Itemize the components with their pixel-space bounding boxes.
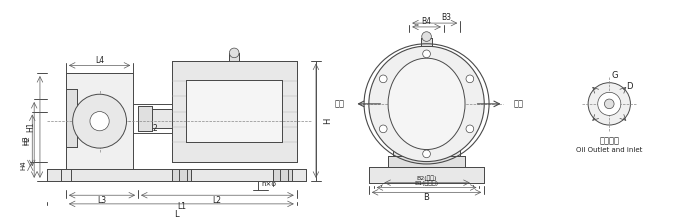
Circle shape (90, 112, 109, 131)
Text: H1: H1 (26, 122, 35, 132)
Bar (369, 167, 484, 183)
Bar (393, 141, 460, 156)
Text: 出口: 出口 (335, 99, 345, 108)
Ellipse shape (388, 58, 465, 150)
Text: 进出油口: 进出油口 (599, 136, 619, 145)
Text: 2: 2 (153, 124, 158, 133)
Bar (66, 89, 78, 147)
Text: n×φ: n×φ (261, 181, 276, 187)
Bar (186, 80, 282, 142)
Bar (138, 106, 152, 131)
Bar (152, 109, 172, 128)
Circle shape (588, 83, 630, 125)
Circle shape (605, 99, 614, 109)
Text: D: D (626, 82, 633, 91)
Bar (273, 169, 292, 181)
Bar (172, 169, 191, 181)
Circle shape (423, 50, 430, 58)
Circle shape (379, 75, 387, 83)
Bar (393, 141, 460, 156)
Text: B2(泵端): B2(泵端) (416, 175, 437, 181)
Bar (421, 38, 432, 46)
Text: 进口: 进口 (513, 99, 523, 108)
Circle shape (379, 125, 387, 133)
Bar (66, 89, 78, 147)
Text: B1(电机端): B1(电机端) (415, 181, 439, 186)
Text: H3: H3 (22, 136, 29, 145)
Bar (186, 80, 282, 142)
Text: L4: L4 (95, 56, 104, 65)
Bar (229, 53, 239, 61)
Bar (388, 156, 465, 167)
Circle shape (369, 46, 484, 162)
Bar (172, 61, 296, 162)
Text: Oil Outlet and inlet: Oil Outlet and inlet (576, 147, 643, 153)
Text: B4: B4 (422, 17, 432, 26)
Bar (66, 73, 133, 169)
Text: B3: B3 (441, 13, 451, 22)
Text: H4: H4 (20, 161, 27, 170)
Bar (421, 38, 432, 46)
Circle shape (598, 92, 621, 115)
Text: H: H (323, 118, 332, 124)
Text: B: B (424, 193, 430, 202)
Circle shape (73, 94, 126, 148)
Text: H2: H2 (24, 136, 31, 145)
Bar (273, 169, 292, 181)
Bar (152, 109, 172, 128)
Text: G: G (611, 70, 617, 80)
Text: L: L (174, 210, 179, 218)
Bar (229, 53, 239, 61)
Bar (369, 167, 484, 183)
Bar (172, 61, 296, 162)
Bar (138, 106, 152, 131)
Bar (47, 169, 307, 181)
Text: L2: L2 (212, 196, 222, 204)
Circle shape (466, 125, 474, 133)
Text: L1: L1 (177, 202, 186, 211)
Text: L3: L3 (97, 196, 106, 204)
Bar (172, 169, 191, 181)
Circle shape (422, 32, 431, 41)
Circle shape (423, 150, 430, 158)
Bar (66, 73, 133, 169)
Circle shape (466, 75, 474, 83)
Circle shape (229, 48, 239, 58)
Bar (47, 169, 307, 181)
Bar (388, 156, 465, 167)
